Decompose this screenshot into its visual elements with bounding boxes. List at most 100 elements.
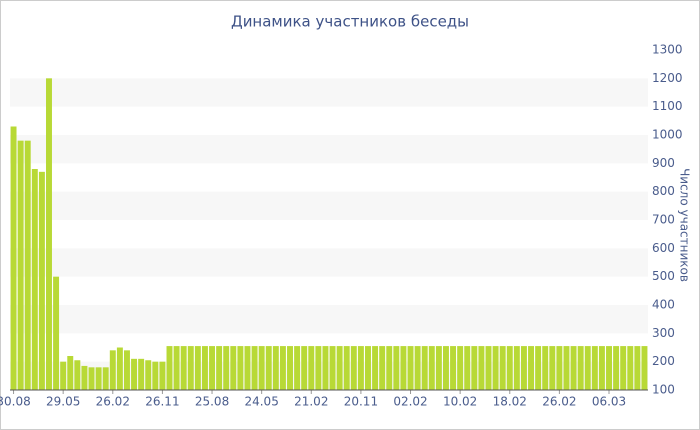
bar: [393, 346, 400, 390]
bar: [357, 346, 364, 390]
bar: [577, 346, 584, 390]
grid-band: [10, 191, 648, 220]
bar: [244, 346, 251, 390]
y-tick-label: 800: [652, 184, 675, 198]
grid-band: [10, 78, 648, 107]
x-tick-label: 29.05: [46, 395, 80, 409]
bar: [329, 346, 336, 390]
bar: [173, 346, 180, 390]
bar: [223, 346, 230, 390]
bar: [428, 346, 435, 390]
bar: [365, 346, 371, 390]
y-tick-label: 1000: [652, 128, 683, 142]
bar: [400, 346, 407, 390]
bar: [542, 346, 549, 390]
bar: [301, 346, 308, 390]
x-tick-label: 21.02: [294, 395, 328, 409]
bar: [450, 346, 457, 390]
y-tick-label: 1200: [652, 71, 683, 85]
bar: [322, 346, 329, 390]
y-tick-label: 600: [652, 241, 675, 255]
bar: [201, 346, 208, 390]
bar: [24, 140, 31, 390]
bar: [74, 360, 81, 390]
bar: [570, 346, 577, 390]
bar: [598, 346, 605, 390]
y-tick-label: 1100: [652, 99, 683, 113]
bar: [102, 367, 109, 390]
bar: [230, 346, 237, 390]
bar: [308, 346, 315, 390]
bar: [109, 350, 116, 390]
x-tick-label: 25.08: [195, 395, 229, 409]
x-tick-label: 26.02: [542, 395, 576, 409]
bar: [471, 346, 478, 390]
bar: [499, 346, 506, 390]
bar: [421, 346, 428, 390]
chart-title: Динамика участников беседы: [231, 13, 469, 31]
bar: [379, 346, 386, 390]
bar: [372, 346, 379, 390]
bar: [53, 276, 60, 390]
bar: [152, 361, 159, 390]
grid-band: [10, 135, 648, 164]
y-tick-label: 900: [652, 156, 675, 170]
bar: [287, 346, 293, 390]
bar: [95, 367, 102, 390]
bar: [620, 346, 627, 390]
bar: [187, 346, 194, 390]
bar: [535, 346, 542, 390]
x-tick-label: 06.03: [592, 395, 626, 409]
bar: [123, 350, 130, 390]
bar: [251, 346, 258, 390]
bar: [272, 346, 279, 390]
bar: [350, 346, 357, 390]
bar: [584, 346, 591, 390]
bar: [478, 346, 485, 390]
y-tick-label: 500: [652, 269, 675, 283]
bar: [237, 346, 244, 390]
bar: [386, 346, 393, 390]
bar: [17, 140, 24, 390]
bar: [457, 346, 464, 390]
bar: [563, 346, 570, 390]
bar: [46, 78, 52, 390]
bar: [116, 347, 123, 390]
bar: [442, 346, 449, 390]
bar: [131, 358, 138, 390]
bar: [138, 358, 145, 390]
y-tick-label: 400: [652, 298, 675, 312]
bar: [343, 346, 350, 390]
bar: [336, 346, 343, 390]
x-tick-label: 24.05: [244, 395, 278, 409]
x-tick-label: 26.11: [145, 395, 179, 409]
bar: [81, 365, 88, 390]
bar: [294, 346, 301, 390]
bar: [166, 346, 173, 390]
bar: [606, 346, 612, 390]
grid-band: [10, 248, 648, 277]
bar: [492, 346, 499, 390]
bar: [38, 171, 45, 390]
bar: [414, 346, 421, 390]
bar: [88, 367, 95, 390]
bar: [556, 346, 563, 390]
bar: [634, 346, 641, 390]
bar: [265, 346, 272, 390]
bar: [279, 346, 286, 390]
bar: [194, 346, 201, 390]
bar: [407, 346, 414, 390]
bar: [258, 346, 265, 390]
x-tick-label: 20.11: [344, 395, 378, 409]
x-tick-label: 18.02: [493, 395, 527, 409]
y-tick-label: 100: [652, 383, 675, 397]
bar: [549, 346, 556, 390]
bar: [159, 361, 166, 390]
grid-band: [10, 361, 648, 390]
x-tick-label: 02.02: [393, 395, 427, 409]
bar: [627, 346, 634, 390]
bar: [209, 346, 216, 390]
y-tick-label: 1300: [652, 43, 683, 57]
bar: [60, 361, 67, 390]
